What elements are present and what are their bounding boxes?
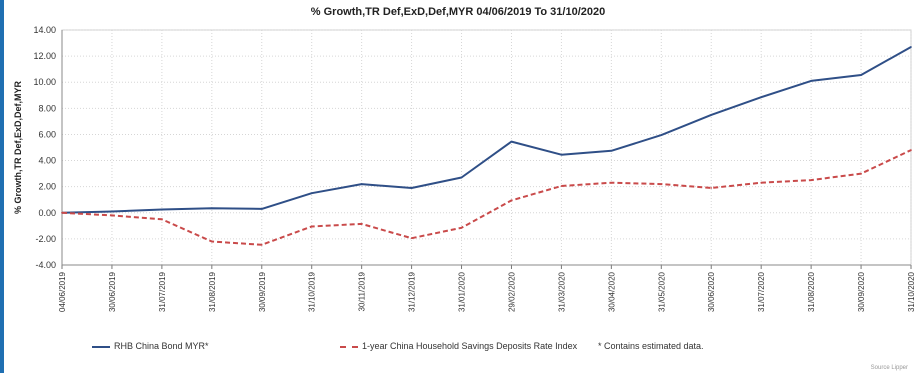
x-tick-label: 31/08/2019 [208, 271, 217, 312]
x-tick-label: 30/11/2019 [358, 271, 367, 311]
y-tick-label: -2.00 [35, 234, 56, 244]
data-point [360, 183, 363, 185]
data-point [111, 214, 113, 217]
data-point [610, 181, 613, 184]
y-tick-label: 2.00 [38, 182, 56, 192]
legend-swatch-solid [92, 346, 110, 348]
data-point [710, 114, 713, 116]
data-point [410, 237, 413, 240]
data-point [660, 183, 663, 185]
data-point [211, 240, 213, 243]
data-point [860, 74, 862, 76]
x-tick-label: 31/03/2020 [557, 271, 566, 312]
data-point [460, 226, 463, 229]
x-tick-label: 31/07/2020 [757, 271, 766, 312]
x-tick-label: 31/10/2020 [907, 271, 916, 312]
y-tick-label: 10.00 [33, 77, 56, 87]
left-accent-border [0, 0, 4, 373]
data-point [760, 96, 762, 99]
data-point [161, 218, 163, 221]
legend-item-rhb-china-bond: RHB China Bond MYR* [92, 341, 209, 351]
source-label: Source Lipper [870, 365, 908, 371]
x-tick-label: 31/12/2019 [408, 271, 417, 312]
y-tick-label: 14.00 [33, 25, 56, 35]
x-tick-label: 31/08/2020 [807, 271, 816, 312]
data-point [660, 134, 663, 136]
data-point [310, 192, 313, 194]
x-tick-label: 30/09/2020 [857, 271, 866, 312]
data-point [560, 185, 563, 187]
legend-label: 1-year China Household Savings Deposits … [362, 341, 578, 351]
legend-swatch-dashed [340, 346, 358, 348]
data-point [360, 223, 363, 225]
data-point [610, 149, 613, 152]
data-point [260, 243, 263, 246]
y-tick-label: 0.00 [38, 208, 56, 218]
x-tick-label: 30/06/2019 [108, 271, 117, 312]
data-point [810, 80, 812, 82]
estimated-data-note: * Contains estimated data. [598, 341, 704, 351]
data-point [460, 176, 463, 179]
data-point [410, 187, 413, 189]
data-point [161, 208, 163, 211]
y-axis-label: % Growth,TR Def,ExD,Def,MYR [13, 80, 23, 214]
x-tick-label: 30/09/2019 [258, 271, 267, 312]
y-tick-label: 12.00 [33, 51, 56, 61]
y-tick-label: -4.00 [35, 260, 56, 270]
x-tick-label: 31/01/2020 [458, 271, 467, 312]
legend-item-china-savings-index: 1-year China Household Savings Deposits … [340, 341, 577, 351]
plot-area [61, 29, 912, 266]
data-point [510, 140, 513, 143]
data-point [810, 179, 812, 181]
x-tick-label: 29/02/2020 [507, 271, 516, 312]
x-tick-label: 30/04/2020 [607, 271, 616, 312]
series-line-china-savings-index [61, 149, 912, 246]
data-point [211, 207, 213, 210]
data-point [310, 225, 313, 228]
series-line-rhb-china-bond [61, 46, 912, 214]
chart-title: % Growth,TR Def,ExD,Def,MYR 04/06/2019 T… [310, 6, 606, 18]
data-point [910, 46, 912, 48]
x-tick-label: 04/06/2019 [58, 271, 67, 312]
data-point [260, 208, 263, 210]
y-tick-label: 8.00 [38, 103, 56, 113]
data-point [860, 172, 862, 175]
data-point [760, 181, 762, 184]
y-tick-label: 4.00 [38, 156, 56, 166]
x-tick-label: 30/06/2020 [707, 271, 716, 312]
data-point [111, 210, 113, 213]
x-tick-label: 31/07/2019 [158, 271, 167, 312]
x-tick-label: 31/10/2019 [308, 271, 317, 312]
data-point [510, 199, 513, 202]
data-point [560, 153, 563, 156]
data-point [910, 149, 912, 151]
data-point [710, 187, 713, 189]
x-tick-label: 31/05/2020 [657, 271, 666, 312]
y-tick-label: 6.00 [38, 129, 56, 139]
data-point [61, 211, 63, 214]
legend-label: RHB China Bond MYR* [114, 341, 209, 351]
